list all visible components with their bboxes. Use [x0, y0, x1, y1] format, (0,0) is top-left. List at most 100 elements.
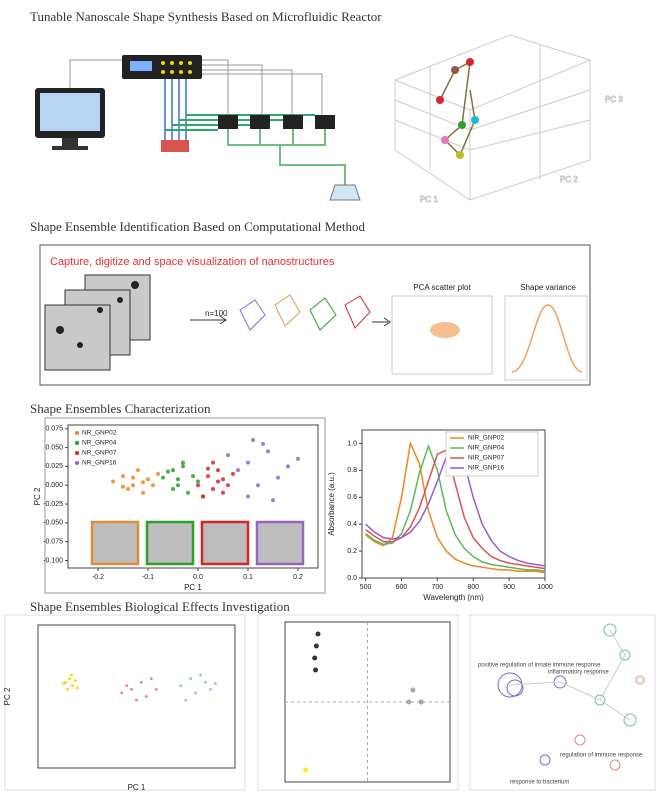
y-tick-label: -0.025 — [43, 501, 63, 508]
legend-label: NIR_GNP07 — [468, 455, 505, 462]
point — [231, 472, 235, 476]
point — [196, 479, 200, 483]
point — [296, 457, 300, 461]
point — [226, 483, 230, 487]
y-tick-label: 0.4 — [347, 521, 357, 528]
point — [130, 688, 133, 691]
point — [211, 461, 215, 465]
point — [171, 468, 175, 472]
y-tick-label: 0.025 — [45, 463, 63, 470]
x-axis-label: PC 1 — [128, 783, 146, 792]
network: positive regulation of innate immune res… — [470, 615, 655, 790]
micrographs — [45, 275, 150, 370]
figure: Tunable Nanoscale Shape Synthesis Based … — [0, 0, 658, 794]
y-axis-label: Absorbance (a.u.) — [327, 472, 336, 536]
panel-label: Shape variance — [520, 283, 576, 292]
point — [312, 656, 317, 661]
point — [179, 684, 182, 687]
point — [155, 688, 158, 691]
section-title: Shape Ensembles Biological Effects Inves… — [30, 599, 290, 614]
legend-label: NIR_GNP16 — [468, 465, 505, 472]
legend-label: NR_GNP02 — [82, 430, 117, 437]
point — [419, 700, 424, 705]
point — [246, 495, 250, 499]
section-title: Shape Ensembles Characterization — [30, 401, 211, 416]
x-tick-label: 0.1 — [243, 574, 253, 581]
point — [140, 681, 143, 684]
legend-label: NR_GNP07 — [82, 450, 117, 457]
point — [216, 479, 220, 483]
legend-label: NR_GNP16 — [82, 460, 117, 467]
point — [126, 487, 130, 491]
y-tick-label: -0.075 — [43, 539, 63, 546]
axis-label: PC 3 — [605, 95, 623, 104]
point — [189, 677, 192, 680]
point — [176, 483, 180, 487]
point — [196, 483, 200, 487]
sample-count: n=100 — [205, 309, 228, 318]
point — [136, 468, 140, 472]
point — [226, 453, 230, 457]
panel-border — [5, 615, 245, 790]
y-tick-label: -0.100 — [43, 557, 63, 564]
point — [141, 491, 145, 495]
network-label: regulation of immune response — [560, 753, 643, 759]
pca-cloud — [430, 322, 460, 338]
network-label: positive regulation of innate immune res… — [478, 663, 601, 669]
legend-label: NIR_GNP02 — [468, 435, 505, 442]
legend-label: NR_GNP04 — [82, 440, 117, 447]
plot-frame — [38, 625, 235, 768]
point — [256, 483, 260, 487]
y-axis-label: PC 2 — [33, 487, 42, 505]
point — [151, 483, 155, 487]
x-tick-label: 0.2 — [293, 574, 303, 581]
y-axis-label: PC 2 — [3, 687, 12, 705]
point — [410, 688, 415, 693]
x-axis-label: Wavelength (nm) — [423, 593, 484, 602]
x-tick-label: 1000 — [537, 584, 553, 591]
point — [131, 483, 135, 487]
point — [186, 491, 190, 495]
point — [146, 477, 150, 481]
point — [221, 491, 225, 495]
section-title: Tunable Nanoscale Shape Synthesis Based … — [30, 9, 382, 24]
shape-contours — [240, 295, 370, 330]
point — [74, 679, 77, 682]
point — [141, 480, 145, 484]
point — [221, 477, 225, 481]
axis-label: PC 1 — [420, 195, 438, 204]
y-tick-label: -0.050 — [43, 520, 63, 527]
point — [206, 474, 210, 478]
point — [271, 498, 275, 502]
y-tick-label: 1.0 — [347, 440, 357, 447]
point — [276, 476, 280, 480]
point — [406, 700, 411, 705]
y-tick-label: 0.050 — [45, 444, 63, 451]
microfluidic-setup — [35, 55, 360, 200]
point — [314, 644, 319, 649]
x-tick-label: -0.2 — [92, 574, 104, 581]
point — [66, 688, 69, 691]
arrow — [372, 318, 390, 326]
point — [62, 682, 65, 685]
x-tick-label: -0.1 — [142, 574, 154, 581]
x-tick-label: 900 — [503, 584, 515, 591]
point — [161, 476, 165, 480]
x-axis-label: PC 1 — [184, 583, 202, 592]
point — [131, 476, 135, 480]
x-tick-label: 800 — [467, 584, 479, 591]
point — [135, 699, 138, 702]
point — [191, 474, 195, 478]
x-tick-label: 600 — [396, 584, 408, 591]
legend-swatch — [75, 451, 79, 455]
point — [121, 485, 125, 489]
pca-3d-plot: PC 1 PC 2 PC 3 — [395, 35, 623, 204]
x-tick-label: 0.0 — [193, 574, 203, 581]
x-tick-label: 500 — [360, 584, 372, 591]
point — [184, 699, 187, 702]
y-tick-label: 0.075 — [45, 426, 63, 433]
point — [316, 632, 321, 637]
point — [181, 464, 185, 468]
point — [68, 677, 71, 680]
network-label: response to bacterium — [510, 780, 569, 786]
